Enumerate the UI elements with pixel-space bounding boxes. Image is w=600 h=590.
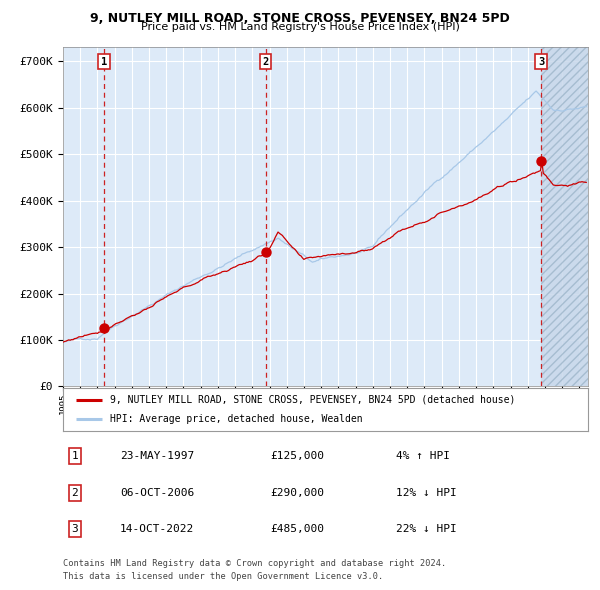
Text: 2: 2 [262,57,269,67]
Text: 12% ↓ HPI: 12% ↓ HPI [396,488,457,497]
Text: HPI: Average price, detached house, Wealden: HPI: Average price, detached house, Weal… [110,414,363,424]
Text: 3: 3 [538,57,544,67]
Text: 2: 2 [71,488,79,497]
Text: £125,000: £125,000 [270,451,324,461]
Text: 1: 1 [101,57,107,67]
Text: 1: 1 [71,451,79,461]
Text: £485,000: £485,000 [270,525,324,534]
Text: 3: 3 [71,525,79,534]
Text: 23-MAY-1997: 23-MAY-1997 [120,451,194,461]
Text: 9, NUTLEY MILL ROAD, STONE CROSS, PEVENSEY, BN24 5PD: 9, NUTLEY MILL ROAD, STONE CROSS, PEVENS… [90,12,510,25]
Text: This data is licensed under the Open Government Licence v3.0.: This data is licensed under the Open Gov… [63,572,383,581]
Bar [541,47,588,386]
Text: Contains HM Land Registry data © Crown copyright and database right 2024.: Contains HM Land Registry data © Crown c… [63,559,446,568]
Text: 14-OCT-2022: 14-OCT-2022 [120,525,194,534]
Text: Price paid vs. HM Land Registry's House Price Index (HPI): Price paid vs. HM Land Registry's House … [140,22,460,32]
Text: £290,000: £290,000 [270,488,324,497]
Text: 22% ↓ HPI: 22% ↓ HPI [396,525,457,534]
Text: 9, NUTLEY MILL ROAD, STONE CROSS, PEVENSEY, BN24 5PD (detached house): 9, NUTLEY MILL ROAD, STONE CROSS, PEVENS… [110,395,515,405]
Text: 4% ↑ HPI: 4% ↑ HPI [396,451,450,461]
Text: 06-OCT-2006: 06-OCT-2006 [120,488,194,497]
